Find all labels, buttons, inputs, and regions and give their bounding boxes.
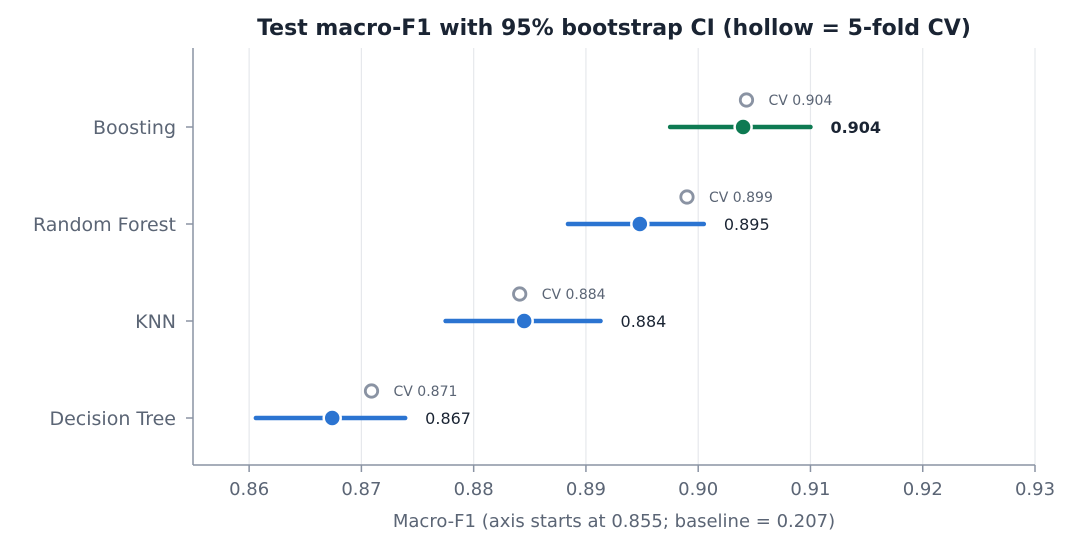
- test-value-label: 0.884: [621, 312, 667, 331]
- cv-value-label: CV 0.904: [768, 93, 832, 109]
- x-tick-label: 0.93: [1015, 479, 1055, 500]
- x-tick-label: 0.89: [566, 479, 606, 500]
- chart-title: Test macro-F1 with 95% bootstrap CI (hol…: [257, 16, 971, 41]
- test-point: [630, 214, 650, 234]
- x-tick-label: 0.88: [454, 479, 494, 500]
- x-axis-label: Macro-F1 (axis starts at 0.855; baseline…: [393, 511, 835, 532]
- cv-point: [512, 286, 528, 302]
- y-category-label: Boosting: [93, 117, 176, 139]
- cv-value-label: CV 0.899: [709, 190, 773, 206]
- cv-value-label: CV 0.871: [394, 384, 458, 400]
- test-value-label: 0.895: [724, 215, 770, 234]
- cv-value-label: CV 0.884: [542, 287, 606, 303]
- x-tick-label: 0.87: [341, 479, 381, 500]
- cv-point: [738, 92, 755, 108]
- test-point: [322, 408, 342, 428]
- test-point: [514, 311, 534, 331]
- test-point: [733, 117, 753, 137]
- x-tick-label: 0.91: [790, 479, 830, 500]
- test-value-label: 0.904: [830, 118, 881, 137]
- cv-point: [363, 383, 380, 399]
- x-tick-label: 0.92: [903, 479, 943, 500]
- y-category-label: Random Forest: [33, 214, 176, 236]
- y-category-label: Decision Tree: [49, 408, 176, 430]
- cv-point: [679, 189, 695, 205]
- x-tick-label: 0.86: [229, 479, 269, 500]
- x-tick-label: 0.90: [678, 479, 718, 500]
- test-value-label: 0.867: [425, 409, 471, 428]
- y-category-label: KNN: [135, 311, 176, 333]
